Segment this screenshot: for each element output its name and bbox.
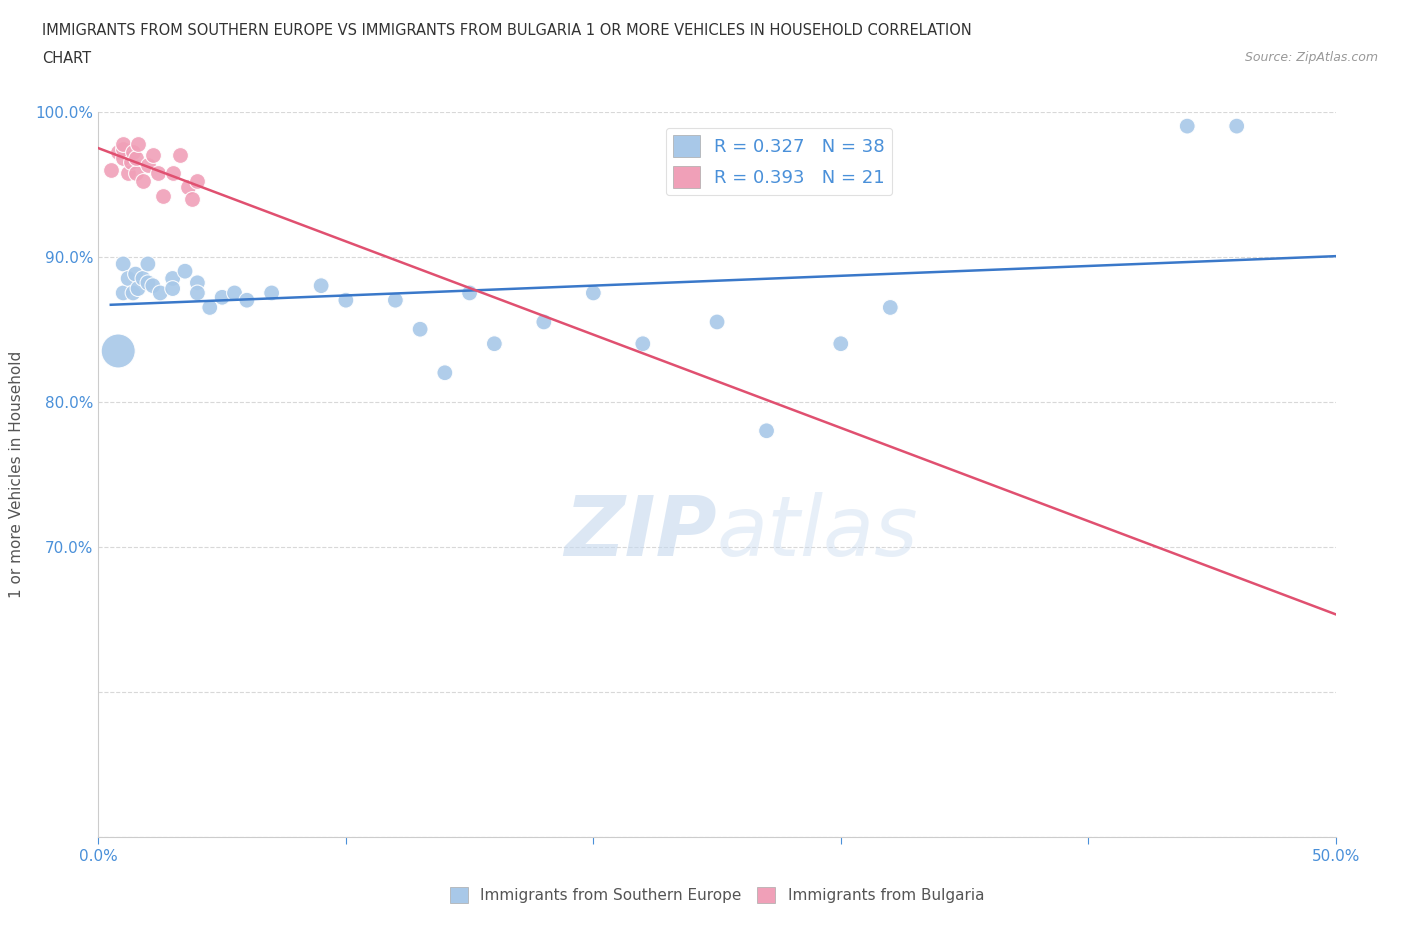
Point xyxy=(198,300,221,315)
Point xyxy=(112,136,135,151)
Point xyxy=(142,278,165,293)
Point xyxy=(142,148,165,163)
Point xyxy=(152,188,174,203)
Point xyxy=(120,155,142,170)
Point xyxy=(1226,119,1249,134)
Point xyxy=(174,264,197,279)
Point xyxy=(136,158,159,173)
Text: atlas: atlas xyxy=(717,492,918,573)
Point xyxy=(149,286,172,300)
Text: CHART: CHART xyxy=(42,51,91,66)
Point xyxy=(127,281,149,296)
Point xyxy=(107,145,129,160)
Point xyxy=(631,337,654,352)
Point xyxy=(879,300,901,315)
Point xyxy=(122,145,145,160)
Text: Source: ZipAtlas.com: Source: ZipAtlas.com xyxy=(1244,51,1378,64)
Point xyxy=(122,286,145,300)
Point xyxy=(335,293,357,308)
Point xyxy=(755,423,778,438)
Point xyxy=(309,278,332,293)
Point xyxy=(117,271,139,286)
Point xyxy=(186,286,208,300)
Point xyxy=(409,322,432,337)
Point xyxy=(236,293,259,308)
Point xyxy=(458,286,481,300)
Point xyxy=(124,151,146,166)
Point xyxy=(117,166,139,180)
Point xyxy=(706,314,728,329)
Point xyxy=(124,166,146,180)
Point xyxy=(124,267,146,282)
Point xyxy=(112,257,135,272)
Legend: Immigrants from Southern Europe, Immigrants from Bulgaria: Immigrants from Southern Europe, Immigra… xyxy=(444,881,990,910)
Point xyxy=(830,337,852,352)
Point xyxy=(136,275,159,290)
Point xyxy=(107,343,129,358)
Point xyxy=(582,286,605,300)
Point xyxy=(127,136,149,151)
Text: ZIP: ZIP xyxy=(564,492,717,573)
Point xyxy=(1175,119,1198,134)
Point xyxy=(162,166,184,180)
Y-axis label: 1 or more Vehicles in Household: 1 or more Vehicles in Household xyxy=(10,351,24,598)
Point xyxy=(112,286,135,300)
Point xyxy=(100,162,122,177)
Point xyxy=(146,166,169,180)
Point xyxy=(433,365,456,380)
Point xyxy=(112,151,135,166)
Point xyxy=(162,271,184,286)
Point xyxy=(176,179,198,194)
Point xyxy=(260,286,283,300)
Point xyxy=(132,174,155,189)
Point xyxy=(112,142,135,157)
Point xyxy=(211,290,233,305)
Point xyxy=(484,337,506,352)
Text: IMMIGRANTS FROM SOUTHERN EUROPE VS IMMIGRANTS FROM BULGARIA 1 OR MORE VEHICLES I: IMMIGRANTS FROM SOUTHERN EUROPE VS IMMIG… xyxy=(42,23,972,38)
Point xyxy=(186,174,208,189)
Point xyxy=(169,148,191,163)
Point xyxy=(533,314,555,329)
Point xyxy=(162,281,184,296)
Point xyxy=(224,286,246,300)
Point xyxy=(181,192,204,206)
Point xyxy=(132,271,155,286)
Point xyxy=(384,293,406,308)
Point xyxy=(186,275,208,290)
Point xyxy=(136,257,159,272)
